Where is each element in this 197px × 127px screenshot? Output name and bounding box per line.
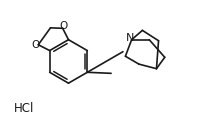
Text: O: O (32, 40, 40, 50)
Text: O: O (60, 21, 68, 31)
Text: HCl: HCl (14, 101, 34, 115)
Text: N: N (126, 33, 134, 43)
